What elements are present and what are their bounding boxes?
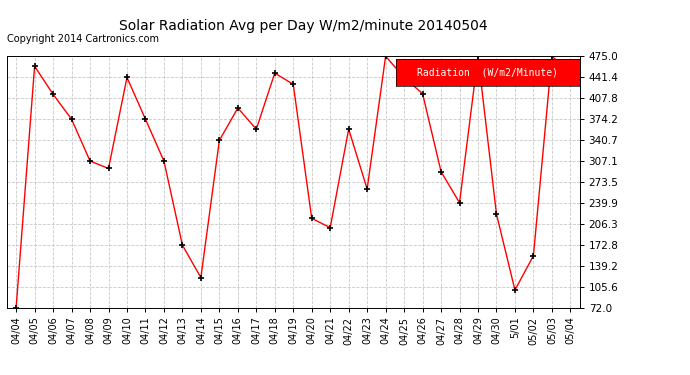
Text: Copyright 2014 Cartronics.com: Copyright 2014 Cartronics.com bbox=[7, 34, 159, 44]
Text: Solar Radiation Avg per Day W/m2/minute 20140504: Solar Radiation Avg per Day W/m2/minute … bbox=[119, 19, 488, 33]
